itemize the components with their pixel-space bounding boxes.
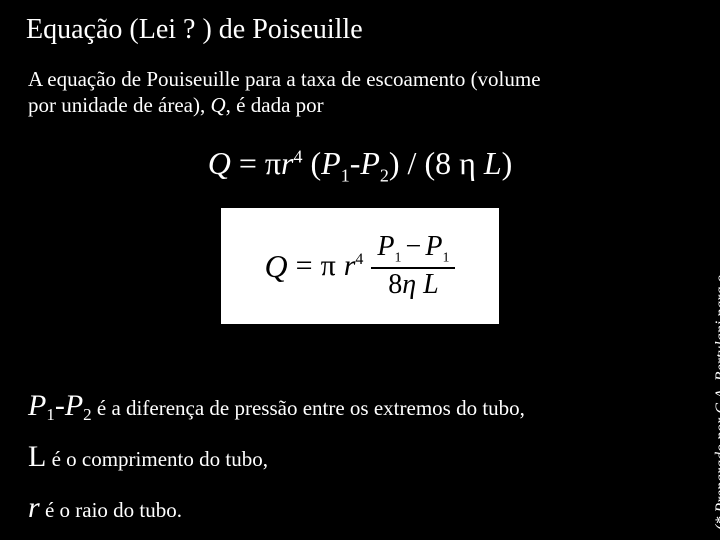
- def-s2: 2: [83, 405, 92, 424]
- intro-text: A equação de Pouiseuille para a taxa de …: [28, 66, 660, 119]
- eq-P2: P: [360, 145, 380, 181]
- def-L: L: [28, 440, 46, 473]
- def-P1: P: [28, 389, 46, 422]
- eq-end: ): [502, 145, 513, 181]
- credit-name: C.A. Bertulani: [713, 321, 720, 414]
- num-minus: −: [402, 231, 426, 262]
- eq-sub2: 2: [380, 165, 389, 185]
- def-pressure: P1-P2 é a diferença de pressão entre os …: [28, 380, 630, 431]
- equation-image: Q = π r4 P1−P1 8η L: [221, 208, 499, 324]
- intro-line1: A equação de Pouiseuille para a taxa de …: [28, 67, 541, 91]
- def-r-text: é o raio do tubo.: [40, 498, 182, 522]
- eq-pi: π: [265, 145, 281, 181]
- den-eta: η: [402, 269, 416, 300]
- def-radius: r é o raio do tubo.: [28, 482, 630, 533]
- credit-text: (* Preparado por C.A. Bertulani para o p…: [712, 190, 720, 530]
- eq-r: r: [281, 145, 293, 181]
- eq-eta: η: [459, 145, 476, 181]
- intro-q: Q: [211, 93, 226, 117]
- eq-close: ) / (8: [389, 145, 459, 181]
- num-P2: P: [425, 231, 442, 262]
- frac-den: 8η L: [382, 269, 444, 301]
- frac-core: P1−P1 8η L: [371, 231, 455, 301]
- eq-Q: Q: [208, 145, 231, 181]
- intro-line2a: por unidade de área),: [28, 93, 211, 117]
- frac-pi: π: [321, 249, 336, 283]
- def-P2: P: [65, 389, 83, 422]
- eq-sp: [476, 145, 484, 181]
- num-s2: 1: [442, 251, 449, 266]
- credit-1a: (* Preparado por: [713, 414, 720, 530]
- equation-inline: Q = πr4 (P1-P2) / (8 η L): [0, 145, 720, 186]
- frac-eq: =: [296, 249, 313, 283]
- eq-equals: =: [231, 145, 265, 181]
- den-8: 8: [388, 269, 402, 300]
- def-s1: 1: [46, 405, 55, 424]
- frac-Q: Q: [265, 248, 288, 285]
- eq-sub1: 1: [341, 165, 350, 185]
- def-pressure-text: é a diferença de pressão entre os extrem…: [92, 396, 525, 420]
- def-dash: -: [55, 389, 65, 422]
- frac-exp: 4: [355, 251, 363, 268]
- def-L-text: é o comprimento do tubo,: [46, 447, 268, 471]
- eq-minus: -: [350, 145, 361, 181]
- credit-1b: para o: [713, 275, 720, 321]
- num-s1: 1: [395, 251, 402, 266]
- eq-open: (: [302, 145, 321, 181]
- definitions: P1-P2 é a diferença de pressão entre os …: [28, 380, 630, 533]
- frac-num: P1−P1: [371, 231, 455, 269]
- equation-fraction: Q = π r4 P1−P1 8η L: [265, 231, 456, 301]
- frac-r4: r4: [344, 249, 364, 283]
- frac-r: r: [344, 249, 356, 282]
- def-r: r: [28, 491, 40, 524]
- def-length: L é o comprimento do tubo,: [28, 431, 630, 482]
- intro-line2b: , é dada por: [226, 93, 324, 117]
- eq-P1: P: [321, 145, 341, 181]
- eq-L: L: [484, 145, 502, 181]
- num-P1: P: [377, 231, 394, 262]
- den-L: L: [423, 269, 439, 300]
- slide-title: Equação (Lei ? ) de Poiseuille: [26, 14, 363, 46]
